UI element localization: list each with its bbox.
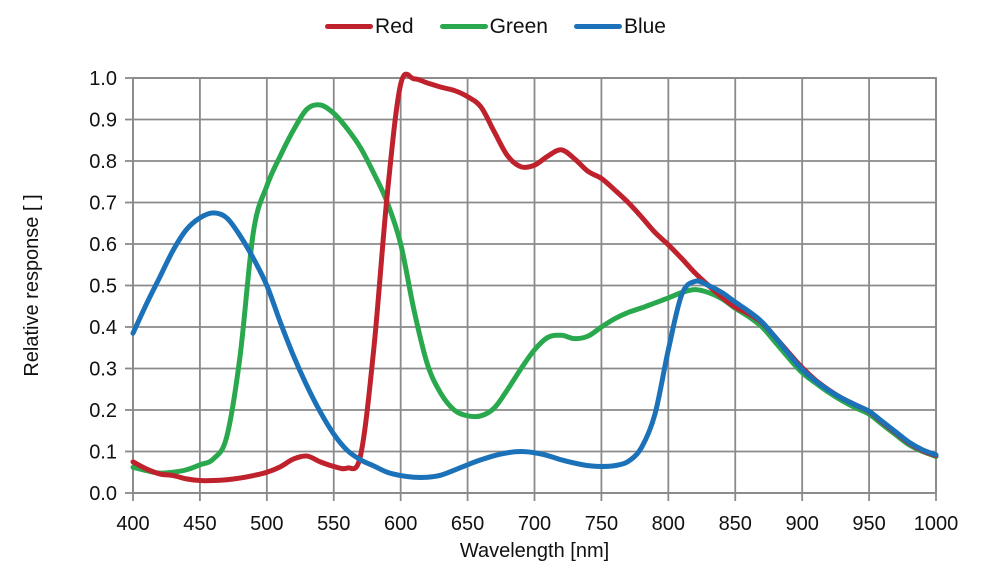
legend-item-green: Green [439,15,548,38]
y-tick-label: 0.9 [89,110,117,132]
x-tick-label: 500 [250,513,283,535]
x-tick-label: 400 [116,513,149,535]
tick-marks [125,77,937,501]
x-tick-label: 550 [317,513,350,535]
x-tick-label: 1000 [914,513,959,535]
y-tick-label: 0.5 [89,276,117,298]
legend-label-blue: Blue [623,15,666,38]
chart-legend: Red Green Blue [0,16,991,37]
y-tick-label: 0.6 [89,234,117,256]
y-tick-label: 0.8 [89,151,117,173]
series-line-blue [130,210,939,480]
legend-label-red: Red [375,15,414,38]
legend-swatch-red [325,24,374,29]
y-tick-label: 0.4 [89,317,117,339]
x-tick-label: 950 [852,513,885,535]
x-tick-label: 450 [183,513,216,535]
legend-item-red: Red [325,16,414,37]
y-tick-label: 0.2 [89,400,117,422]
series-lines [130,71,939,484]
y-tick-label: 0.0 [89,483,117,505]
plot-frame [132,77,937,494]
y-tick-label: 0.7 [89,193,117,215]
x-tick-label: 900 [785,513,818,535]
x-tick-label: 750 [585,513,618,535]
y-tick-label: 0.3 [89,359,117,381]
x-tick-label: 850 [719,513,752,535]
x-tick-label: 700 [518,513,551,535]
y-axis-title: Relative response [ ] [21,194,43,376]
x-tick-labels: 400 450 500 550 600 650 700 750 800 850 900 950 1000 [116,513,958,535]
grid-lines [132,77,937,494]
legend-swatch-green [439,24,488,29]
x-tick-label: 650 [451,513,484,535]
y-tick-label: 1.0 [89,68,117,90]
y-tick-labels: 0.0 0.1 0.2 0.3 0.4 0.5 0.6 0.7 0.8 0.9 1.0 [89,68,117,505]
legend-label-green: Green [489,15,548,38]
legend-swatch-blue [573,24,622,29]
legend-item-blue: Blue [573,15,666,38]
x-tick-label: 600 [384,513,417,535]
y-tick-label: 0.1 [89,442,117,464]
x-axis-title: Wavelength [nm] [460,540,609,562]
x-tick-label: 800 [652,513,685,535]
